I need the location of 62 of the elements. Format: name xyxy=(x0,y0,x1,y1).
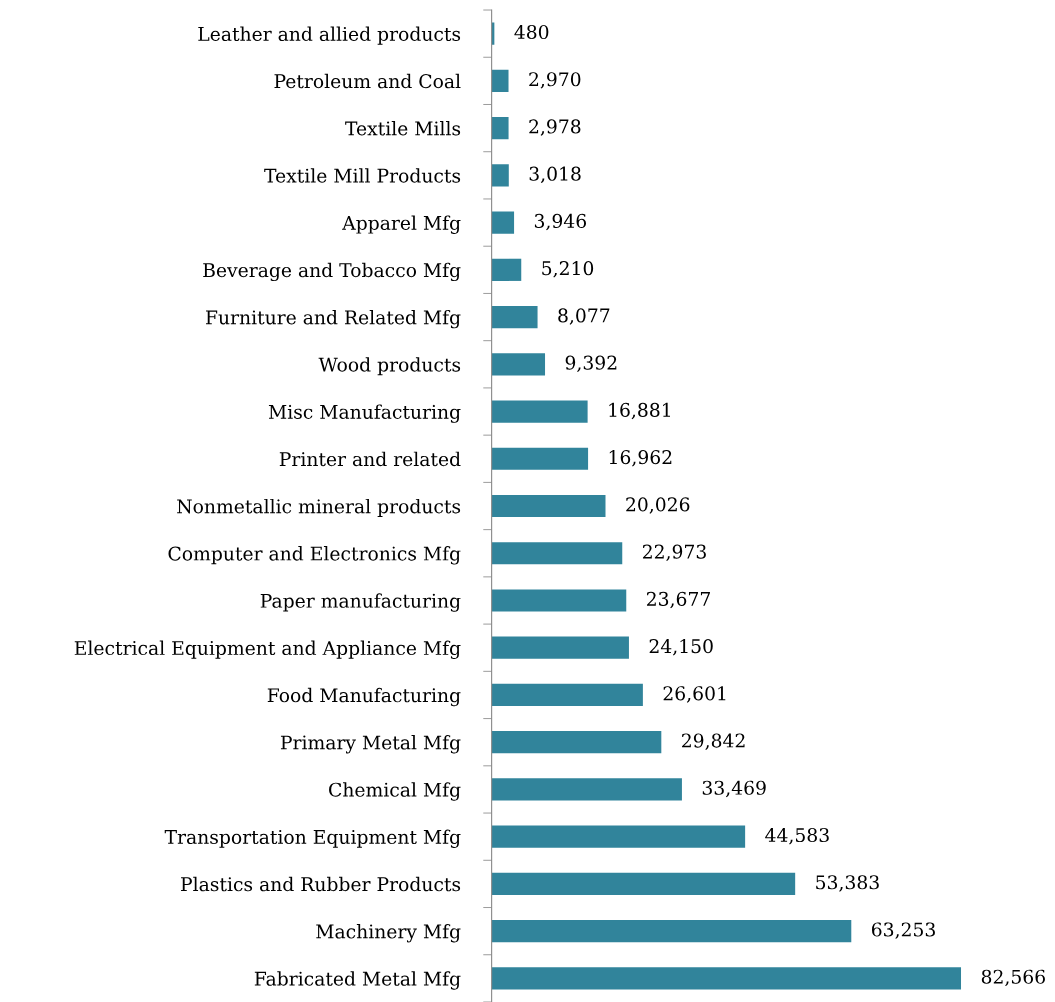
y-tick-label: Fabricated Metal Mfg xyxy=(254,971,461,990)
data-label: 22,973 xyxy=(642,544,706,561)
data-label: 5,210 xyxy=(542,261,594,278)
y-tick-label: Primary Metal Mfg xyxy=(280,735,461,754)
data-label: 480 xyxy=(514,24,549,40)
bar xyxy=(491,683,643,707)
y-tick-label: Electrical Equipment and Appliance Mfg xyxy=(74,640,461,660)
bar xyxy=(491,825,746,848)
y-tick-label: Leather and allied products xyxy=(198,26,461,45)
bar xyxy=(491,400,588,423)
bar xyxy=(491,305,538,329)
data-label: 26,601 xyxy=(663,686,726,703)
data-label: 23,677 xyxy=(646,591,710,609)
data-label: 16,881 xyxy=(609,402,670,420)
data-label: 53,383 xyxy=(816,875,879,892)
y-tick-label: Textile Mills xyxy=(345,120,461,136)
data-label: 29,842 xyxy=(682,733,745,750)
bar xyxy=(491,589,627,612)
y-tick-label: Petroleum and Coal xyxy=(274,73,461,89)
data-label: 24,150 xyxy=(649,638,713,656)
data-label: 33,469 xyxy=(702,780,766,798)
bar xyxy=(491,164,509,187)
data-label: 44,583 xyxy=(765,827,829,845)
bar xyxy=(491,69,509,92)
y-tick-label: Paper manufacturing xyxy=(260,593,461,612)
bar xyxy=(491,872,796,896)
y-tick-label: Computer and Electronics Mfg xyxy=(168,546,461,565)
bar xyxy=(491,211,515,234)
y-tick-label: Plastics and Rubber Products xyxy=(181,876,461,892)
bar xyxy=(491,542,623,565)
y-tick-label: Transportation Equipment Mfg xyxy=(164,829,461,848)
y-tick-label: Beverage and Tobacco Mfg xyxy=(203,262,461,282)
bar xyxy=(491,920,852,943)
bar xyxy=(491,258,522,281)
bar xyxy=(491,447,589,470)
y-tick-label: Machinery Mfg xyxy=(316,924,461,943)
data-label: 82,566 xyxy=(981,969,1045,987)
y-tick-label: Nonmetallic mineral products xyxy=(177,498,461,518)
y-tick-label: Misc Manufacturing xyxy=(268,404,461,423)
data-label: 20,026 xyxy=(626,497,690,514)
data-label: 8,077 xyxy=(558,308,610,325)
y-tick-label: Chemical Mfg xyxy=(329,782,461,801)
bar xyxy=(491,636,629,659)
y-tick-label: Textile Mill Products xyxy=(264,168,461,183)
data-label: 2,970 xyxy=(529,72,581,89)
bar xyxy=(491,494,606,518)
y-tick-label: Printer and related xyxy=(279,451,461,467)
bar xyxy=(491,967,962,990)
bar xyxy=(491,731,662,754)
data-label: 63,253 xyxy=(871,922,935,939)
bar xyxy=(491,117,509,140)
y-tick-label: Food Manufacturing xyxy=(267,687,461,707)
bar xyxy=(491,778,682,801)
y-tick-label: Apparel Mfg xyxy=(342,215,461,234)
data-label: 2,978 xyxy=(529,119,581,136)
y-tick-label: Furniture and Related Mfg xyxy=(206,309,461,329)
data-label: 9,392 xyxy=(565,355,617,373)
data-label: 3,018 xyxy=(529,166,581,184)
bar xyxy=(491,353,546,376)
y-tick-label: Wood products xyxy=(318,357,461,376)
data-label: 16,962 xyxy=(609,450,672,467)
data-label: 3,946 xyxy=(534,213,587,231)
